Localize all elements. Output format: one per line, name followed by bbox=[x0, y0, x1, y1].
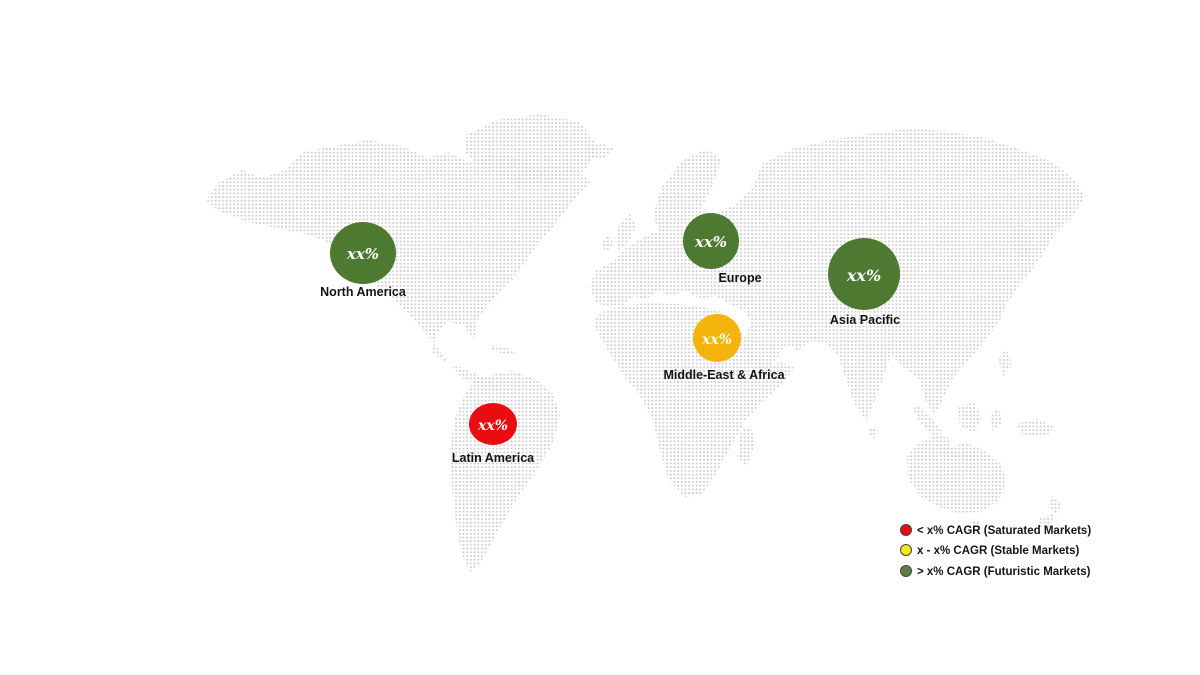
continent-south-america bbox=[449, 371, 560, 572]
marker-label: Latin America bbox=[452, 451, 535, 465]
marker-value: xx% bbox=[846, 266, 881, 285]
continent-australia bbox=[907, 436, 1007, 514]
marker-label: Asia Pacific bbox=[830, 313, 900, 327]
marker-europe: xx% Europe bbox=[683, 213, 762, 285]
marker-bubble bbox=[683, 213, 739, 269]
marker-label: Europe bbox=[718, 271, 761, 285]
island-iceland bbox=[585, 143, 614, 159]
legend-item-saturated: < x% CAGR (Saturated Markets) bbox=[900, 524, 1091, 537]
marker-value: xx% bbox=[694, 233, 727, 251]
legend-label: x - x% CAGR (Stable Markets) bbox=[917, 545, 1079, 557]
legend-label: < x% CAGR (Saturated Markets) bbox=[917, 525, 1091, 537]
legend-dot-green bbox=[900, 565, 912, 577]
marker-value: xx% bbox=[701, 332, 732, 348]
island-sri-lanka bbox=[868, 428, 878, 439]
marker-middle-east-africa: xx% Middle-East & Africa bbox=[663, 314, 786, 382]
legend: < x% CAGR (Saturated Markets) x - x% CAG… bbox=[900, 524, 1091, 578]
island-philippines bbox=[998, 348, 1012, 377]
continent-north-america bbox=[205, 140, 590, 392]
marker-bubble bbox=[828, 238, 900, 310]
marker-asia-pacific: xx% Asia Pacific bbox=[828, 238, 900, 327]
marker-value: xx% bbox=[346, 245, 379, 263]
marker-label: North America bbox=[320, 285, 407, 299]
island-new-zealand-north bbox=[1048, 496, 1062, 515]
island-new-zealand-south bbox=[1038, 514, 1054, 529]
legend-dot-yellow bbox=[900, 544, 912, 556]
legend-label: > x% CAGR (Futuristic Markets) bbox=[917, 566, 1091, 578]
island-greenland bbox=[464, 114, 599, 184]
marker-north-america: xx% North America bbox=[320, 222, 407, 299]
marker-bubble bbox=[693, 314, 741, 362]
legend-item-futuristic: > x% CAGR (Futuristic Markets) bbox=[900, 565, 1091, 578]
island-japan bbox=[1014, 220, 1033, 262]
marker-bubble bbox=[469, 403, 517, 445]
marker-latin-america: xx% Latin America bbox=[452, 403, 535, 465]
marker-bubble bbox=[330, 222, 396, 284]
continent-africa bbox=[594, 303, 795, 497]
island-tasmania bbox=[970, 519, 981, 531]
island-new-guinea bbox=[1016, 419, 1054, 437]
island-sumatra bbox=[913, 404, 943, 437]
legend-item-stable: x - x% CAGR (Stable Markets) bbox=[900, 544, 1079, 557]
legend-dot-red bbox=[900, 524, 912, 536]
island-cuba bbox=[492, 345, 516, 355]
island-borneo bbox=[958, 402, 982, 433]
marker-value: xx% bbox=[477, 418, 508, 434]
marker-label: Middle-East & Africa bbox=[663, 368, 785, 382]
island-madagascar bbox=[737, 426, 755, 467]
island-great-britain bbox=[615, 214, 636, 250]
island-ireland bbox=[601, 234, 615, 252]
island-sulawesi bbox=[990, 408, 1002, 431]
world-map bbox=[205, 114, 1085, 572]
